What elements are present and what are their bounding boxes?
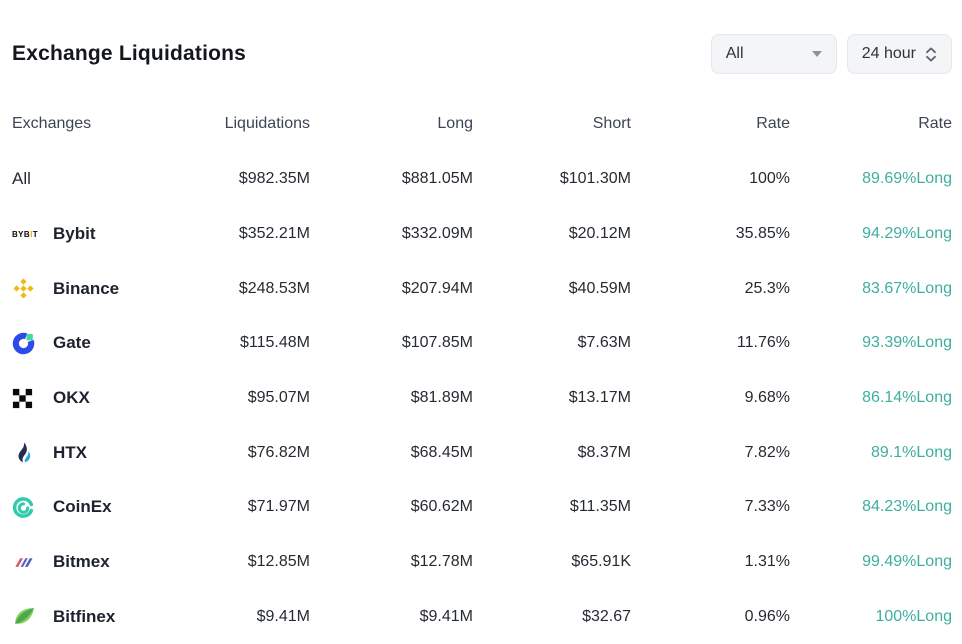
liquidations-value: $12.85M [190,553,310,571]
table-header-row: Exchanges Liquidations Long Short Rate R… [0,100,962,148]
period-filter-dropdown[interactable]: 24 hour [847,34,952,74]
long-rate-value: 89.69%Long [790,170,952,188]
binance-logo-icon [12,277,46,300]
table-row[interactable]: Gate $115.48M $107.85M $7.63M 11.76% 93.… [0,316,962,371]
exchange-name: HTX [53,443,87,463]
liquidations-value: $9.41M [190,608,310,626]
liquidations-value: $115.48M [190,334,310,352]
table-row[interactable]: All $982.35M $881.05M $101.30M 100% 89.6… [0,152,962,207]
bitfinex-logo-icon [12,604,46,629]
rate-value: 1.31% [631,553,790,571]
exchange-name: Bybit [53,224,96,244]
table-body: All $982.35M $881.05M $101.30M 100% 89.6… [0,148,962,644]
page-header: Exchange Liquidations All 24 hour [0,0,962,100]
chevron-down-icon [812,51,822,57]
long-value: $107.85M [310,334,473,352]
liquidations-value: $95.07M [190,389,310,407]
liquidations-value: $71.97M [190,498,310,516]
long-value: $207.94M [310,280,473,298]
table-row[interactable]: OKX $95.07M $81.89M $13.17M 9.68% 86.14%… [0,371,962,426]
long-value: $332.09M [310,225,473,243]
rate-value: 35.85% [631,225,790,243]
table-row[interactable]: CoinEx $71.97M $60.62M $11.35M 7.33% 84.… [0,480,962,535]
liquidations-value: $248.53M [190,280,310,298]
long-value: $81.89M [310,389,473,407]
asset-filter-value: All [726,45,744,63]
rate-value: 0.96% [631,608,790,626]
page-title: Exchange Liquidations [12,42,246,66]
rate-value: 7.82% [631,444,790,462]
column-header-short: Short [473,115,631,133]
rate-value: 7.33% [631,498,790,516]
table-row[interactable]: BYBIT Bybit $352.21M $332.09M $20.12M 35… [0,207,962,262]
bitmex-logo-icon [12,551,46,574]
liquidations-value: $982.35M [190,170,310,188]
exchange-name: CoinEx [53,497,112,517]
bybit-logo-icon: BYBIT [12,230,46,239]
column-header-liquidations: Liquidations [190,115,310,133]
long-rate-value: 86.14%Long [790,389,952,407]
long-rate-value: 84.23%Long [790,498,952,516]
rate-value: 11.76% [631,334,790,352]
coinex-logo-icon [12,496,46,519]
short-value: $32.67 [473,608,631,626]
short-value: $40.59M [473,280,631,298]
exchange-name: All [12,169,31,189]
filter-controls: All 24 hour [711,34,952,74]
asset-filter-dropdown[interactable]: All [711,34,837,74]
long-rate-value: 83.67%Long [790,280,952,298]
long-rate-value: 89.1%Long [790,444,952,462]
exchange-name: Bitmex [53,552,110,572]
long-rate-value: 93.39%Long [790,334,952,352]
short-value: $65.91K [473,553,631,571]
exchange-name: OKX [53,388,90,408]
long-value: $881.05M [310,170,473,188]
rate-value: 9.68% [631,389,790,407]
htx-logo-icon [12,441,46,464]
short-value: $8.37M [473,444,631,462]
okx-logo-icon [12,388,46,409]
column-header-rate-long: Rate [790,115,952,133]
liquidations-value: $76.82M [190,444,310,462]
table-row[interactable]: Bitfinex $9.41M $9.41M $32.67 0.96% 100%… [0,590,962,644]
long-rate-value: 99.49%Long [790,553,952,571]
column-header-rate: Rate [631,115,790,133]
gate-logo-icon [12,332,46,355]
exchange-name: Bitfinex [53,607,115,627]
chevron-up-down-icon [925,47,937,62]
exchange-name: Binance [53,279,119,299]
long-value: $12.78M [310,553,473,571]
rate-value: 25.3% [631,280,790,298]
rate-value: 100% [631,170,790,188]
column-header-exchanges: Exchanges [12,115,190,133]
short-value: $101.30M [473,170,631,188]
table-row[interactable]: Binance $248.53M $207.94M $40.59M 25.3% … [0,261,962,316]
long-rate-value: 100%Long [790,608,952,626]
period-filter-value: 24 hour [862,45,916,63]
column-header-long: Long [310,115,473,133]
short-value: $11.35M [473,498,631,516]
table-row[interactable]: Bitmex $12.85M $12.78M $65.91K 1.31% 99.… [0,535,962,590]
long-value: $9.41M [310,608,473,626]
long-rate-value: 94.29%Long [790,225,952,243]
long-value: $68.45M [310,444,473,462]
liquidations-value: $352.21M [190,225,310,243]
table-row[interactable]: HTX $76.82M $68.45M $8.37M 7.82% 89.1%Lo… [0,425,962,480]
short-value: $20.12M [473,225,631,243]
long-value: $60.62M [310,498,473,516]
short-value: $7.63M [473,334,631,352]
short-value: $13.17M [473,389,631,407]
exchange-name: Gate [53,333,91,353]
